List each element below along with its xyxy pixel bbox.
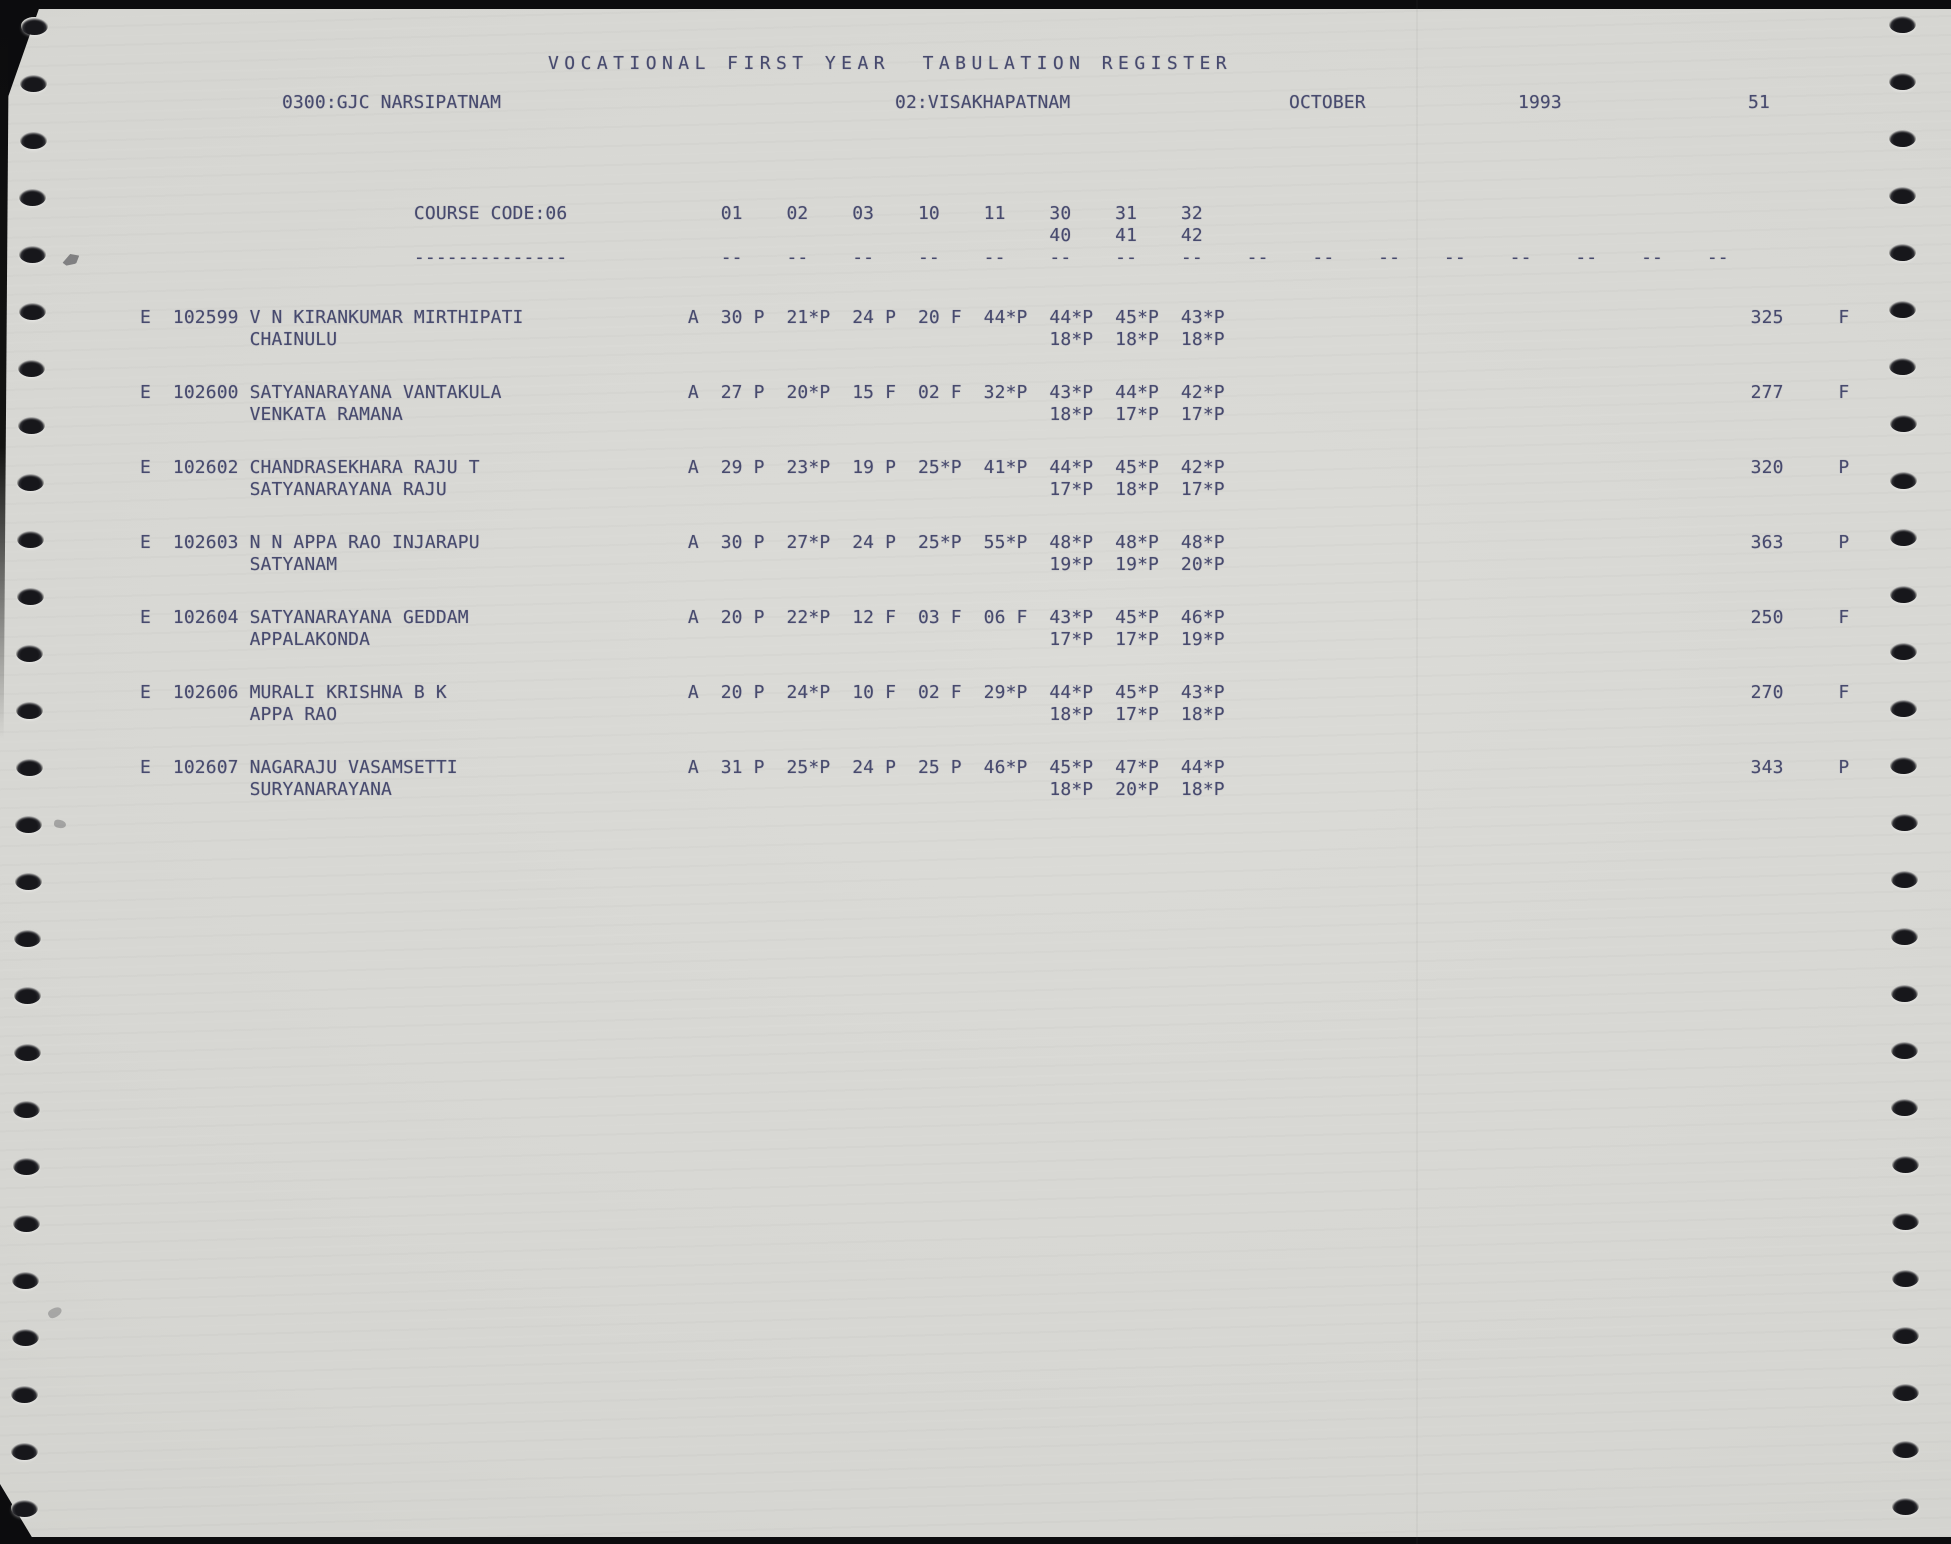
student-row: E 102602 CHANDRASEKHARA RAJU T A 29 P 23… (140, 457, 1850, 500)
punch-hole (1891, 1155, 1919, 1173)
punch-hole (11, 1328, 39, 1346)
punch-hole (1889, 471, 1917, 489)
page-number: 51 (1748, 92, 1770, 113)
page-title: VOCATIONAL FIRST YEAR TABULATION REGISTE… (548, 53, 1233, 74)
scan-edge-top (0, 0, 1951, 9)
punch-hole (15, 758, 43, 776)
exam-month: OCTOBER (1289, 92, 1366, 113)
punch-hole (18, 302, 46, 320)
student-row: E 102604 SATYANARAYANA GEDDAM A 20 P 22*… (140, 607, 1850, 650)
punch-hole (12, 1157, 40, 1175)
report-header-line: 0300:GJC NARSIPATNAM 02:VISAKHAPATNAM OC… (0, 92, 1951, 114)
punch-hole (1888, 15, 1916, 33)
course-header-block: COURSE CODE:06 01 02 03 10 11 30 31 32 4… (413, 203, 1729, 268)
punch-hole (19, 188, 47, 206)
punch-hole (15, 701, 43, 719)
punch-hole (11, 1442, 38, 1460)
punch-hole (1891, 1041, 1919, 1059)
punch-hole (18, 359, 46, 377)
punch-hole (1890, 813, 1918, 831)
student-row: E 102599 V N KIRANKUMAR MIRTHIPATI A 30 … (140, 307, 1850, 350)
district-name: 02:VISAKHAPATNAM (895, 92, 1071, 113)
punch-hole (14, 872, 42, 890)
punch-hole (10, 1499, 38, 1517)
punch-hole (1890, 642, 1918, 660)
punch-hole (1890, 756, 1918, 774)
student-row: E 102607 NAGARAJU VASAMSETTI A 31 P 25*P… (140, 757, 1850, 800)
punch-hole (1890, 870, 1918, 888)
punch-hole (20, 74, 48, 92)
punch-hole (1889, 300, 1917, 318)
punch-hole (1891, 1326, 1919, 1344)
student-row: E 102606 MURALI KRISHNA B K A 20 P 24*P … (140, 682, 1850, 725)
punch-hole (15, 815, 43, 833)
punch-hole (1890, 699, 1918, 717)
punch-hole (12, 1214, 40, 1232)
student-row: E 102600 SATYANARAYANA VANTAKULA A 27 P … (140, 382, 1850, 425)
punch-hole (1891, 1269, 1919, 1287)
punch-hole (17, 530, 45, 548)
punch-hole (1892, 1383, 1920, 1401)
scan-edge-bottom (0, 1537, 1951, 1544)
punch-hole (14, 986, 42, 1004)
punch-hole (1891, 1098, 1919, 1116)
punch-hole (1892, 1497, 1920, 1515)
exam-year: 1993 (1518, 92, 1562, 113)
paper-crease-line (1416, 0, 1418, 1544)
punch-hole (1889, 528, 1917, 546)
punch-hole (13, 1100, 41, 1118)
punch-hole (1890, 927, 1918, 945)
punch-hole (1888, 186, 1916, 204)
punch-hole (16, 587, 44, 605)
punch-hole (1888, 72, 1916, 90)
punch-hole (20, 17, 48, 35)
ink-smudge (53, 819, 67, 829)
punch-hole (1888, 129, 1916, 147)
punch-hole (1889, 414, 1917, 432)
punch-hole (1891, 1212, 1919, 1230)
punch-hole (16, 644, 44, 662)
punch-hole (14, 929, 42, 947)
ink-smudge (46, 1305, 64, 1320)
punch-hole (1890, 585, 1917, 603)
scan-edge-left (0, 9, 9, 739)
punch-hole (1892, 1440, 1920, 1458)
ink-smudge (61, 251, 82, 267)
punch-hole (12, 1271, 40, 1289)
punch-hole (18, 245, 46, 263)
punch-hole (1891, 984, 1919, 1002)
punch-hole (17, 473, 45, 491)
punch-hole (19, 131, 47, 149)
college-code: 0300:GJC NARSIPATNAM (282, 92, 502, 113)
student-row: E 102603 N N APPA RAO INJARAPU A 30 P 27… (140, 532, 1850, 575)
punch-hole (17, 416, 45, 434)
punch-hole (1889, 357, 1917, 375)
punch-hole (13, 1043, 41, 1061)
punch-hole (11, 1385, 39, 1403)
punch-hole (1889, 243, 1917, 261)
